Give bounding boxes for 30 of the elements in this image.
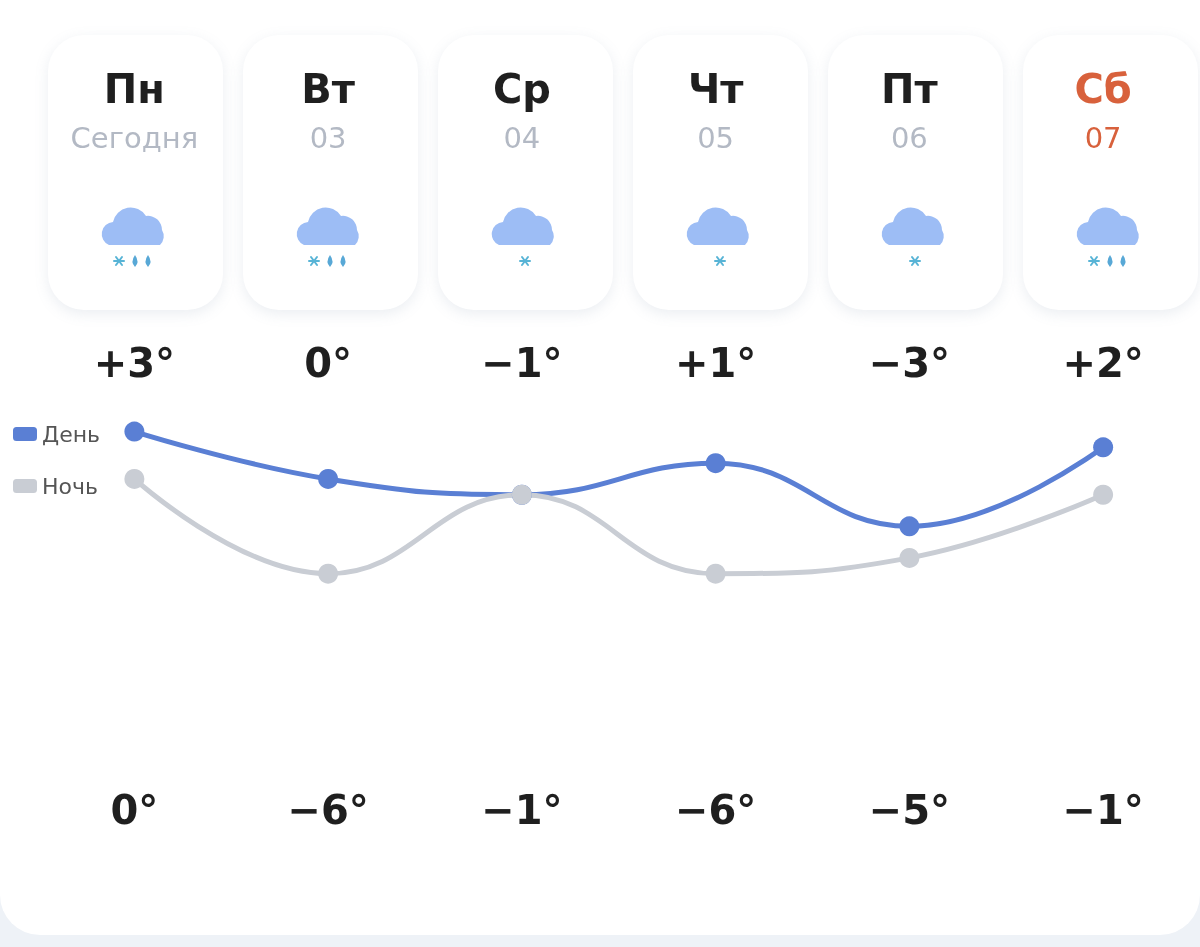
- data-label: +2°: [1062, 340, 1144, 386]
- data-label: −5°: [868, 787, 951, 833]
- x-tick-label: Пт 06: [881, 66, 939, 155]
- legend-label: День: [42, 421, 101, 447]
- point: [1093, 437, 1114, 458]
- point: [899, 516, 920, 537]
- x-tick-label: Пн Сегодня: [70, 66, 199, 155]
- data-label: −3°: [868, 340, 951, 386]
- x-tick-label: Вт 03: [301, 66, 356, 155]
- data-label: 0°: [110, 787, 159, 833]
- data-label: −1°: [481, 787, 563, 833]
- point: [705, 563, 726, 584]
- data-label: −6°: [287, 787, 369, 833]
- point: [899, 547, 920, 568]
- data-label: 0°: [304, 340, 353, 386]
- x-tick-label: Сб 07: [1074, 66, 1132, 155]
- point: [318, 468, 339, 489]
- point: [705, 453, 726, 474]
- point: [1093, 484, 1114, 505]
- legend-label: Ночь: [42, 473, 98, 499]
- x-tick-label: Ср 04: [492, 66, 551, 155]
- point: [124, 421, 145, 442]
- x-tick-label: Чт 05: [687, 66, 745, 155]
- data-label: +3°: [93, 340, 176, 386]
- point: [124, 468, 145, 489]
- point: [318, 563, 339, 584]
- data-label: +1°: [674, 340, 757, 386]
- data-label: −6°: [674, 787, 757, 833]
- data-label: −1°: [481, 340, 563, 386]
- data-label: −1°: [1062, 787, 1144, 833]
